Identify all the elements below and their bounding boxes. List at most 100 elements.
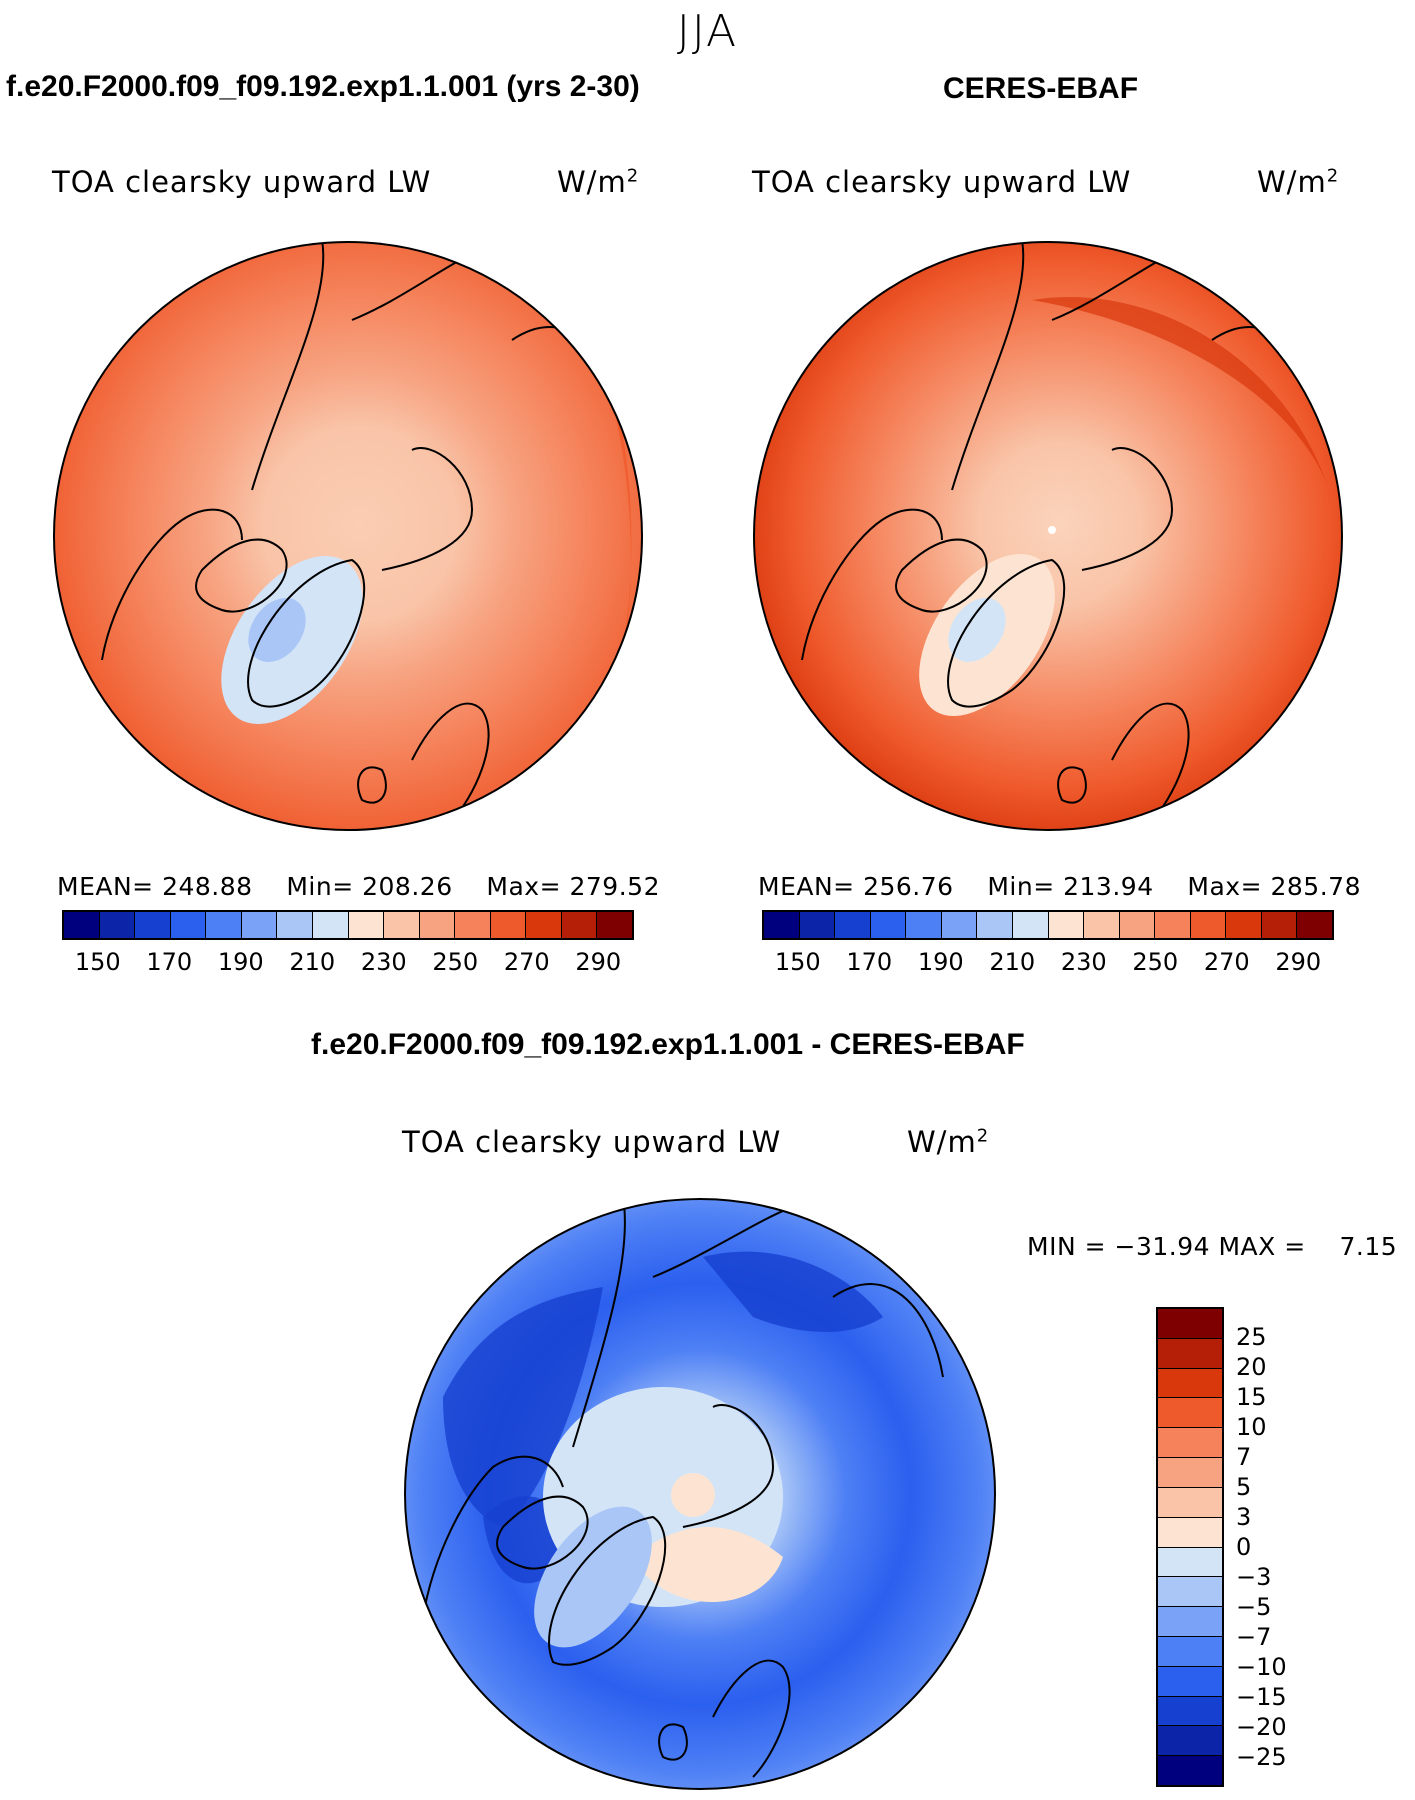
panel-2-map-disk — [754, 242, 1342, 830]
diff-min: −31.94 — [1114, 1232, 1211, 1261]
diff-colorbar-tick-label: 25 — [1236, 1323, 1267, 1351]
diff-max: 7.15 — [1339, 1232, 1398, 1261]
panel-1-title: f.e20.F2000.f09_f09.192.exp1.1.001 (yrs … — [6, 70, 640, 103]
diff-colorbar-tick-label: 0 — [1236, 1533, 1252, 1561]
panel-1-colorbar-ticks: 150 170 190 210 230 250 270 290 — [62, 948, 634, 978]
panel-1-max: 279.52 — [569, 872, 660, 901]
panel-1-colorbar-swatch — [135, 912, 171, 938]
panel-1-map-disk — [54, 242, 642, 830]
panel-1-colorbar-tick-label: 190 — [217, 948, 264, 976]
diff-colorbar-tick-label: 15 — [1236, 1383, 1267, 1411]
panel-2-mean: 256.76 — [863, 872, 954, 901]
panel-2-colorbar-swatch — [1119, 912, 1156, 938]
diff-colorbar-swatch — [1158, 1726, 1222, 1757]
panel-2-colorbar-swatch — [1261, 912, 1298, 938]
diff-colorbar-swatch — [1158, 1547, 1222, 1578]
panel-2-colorbar-tick-label: 150 — [774, 948, 821, 976]
diff-colorbar — [1156, 1307, 1224, 1787]
diff-colorbar-tick-label: 7 — [1236, 1443, 1252, 1471]
panel-1-colorbar-swatch — [64, 912, 100, 938]
panel-2-colorbar-tick-label: 230 — [1060, 948, 1107, 976]
panel-2-colorbar-swatch — [941, 912, 978, 938]
panel-2-colorbar-swatch — [764, 912, 800, 938]
diff-colorbar-tick-label: −15 — [1236, 1683, 1287, 1711]
diff-colorbar-swatch — [1158, 1517, 1222, 1548]
diff-min-max: MIN = −31.94 MAX = 7.15 — [1027, 1232, 1398, 1261]
panel-2-max: 285.78 — [1270, 872, 1361, 901]
panel-2-min: 213.94 — [1063, 872, 1154, 901]
panel-1-colorbar-swatch — [170, 912, 207, 938]
panel-2-colorbar-tick-label: 190 — [917, 948, 964, 976]
panel-2-colorbar-swatch — [835, 912, 871, 938]
panel-1-colorbar — [62, 910, 634, 940]
panel-1-colorbar-swatch — [99, 912, 136, 938]
diff-colorbar-tick-label: −7 — [1236, 1623, 1272, 1651]
panel-2-colorbar-swatch — [1226, 912, 1262, 938]
diff-coastlines — [422, 1199, 944, 1778]
panel-1-polar-map — [53, 241, 643, 831]
diff-colorbar-tick-label: −10 — [1236, 1653, 1287, 1681]
diff-colorbar-tick-label: 10 — [1236, 1413, 1267, 1441]
panel-2-colorbar-tick-label: 210 — [989, 948, 1036, 976]
diff-colorbar-tick-label: 5 — [1236, 1473, 1252, 1501]
panel-2-stats: MEAN= 256.76 Min= 213.94 Max= 285.78 — [758, 872, 1361, 901]
panel-1-colorbar-swatch — [277, 912, 313, 938]
diff-colorbar-ticks: 25 20 15 10 7 5 3 0 −3 −5 −7 −10 −15 −20 −25 — [1236, 1307, 1316, 1787]
panel-1-colorbar-swatch — [490, 912, 527, 938]
panel-1-colorbar-swatch — [419, 912, 456, 938]
diff-colorbar-swatch — [1158, 1666, 1222, 1697]
panel-1-coastlines — [101, 242, 623, 821]
diff-colorbar-swatch — [1158, 1487, 1222, 1518]
panel-1-colorbar-tick-label: 250 — [432, 948, 479, 976]
diff-colorbar-swatch — [1158, 1398, 1222, 1429]
panel-1-colorbar-tick-label: 150 — [74, 948, 121, 976]
diff-colorbar-swatch — [1158, 1696, 1222, 1727]
panel-2-colorbar-tick-label: 170 — [846, 948, 893, 976]
panel-1-min: 208.26 — [362, 872, 453, 901]
diff-colorbar-swatch — [1158, 1636, 1222, 1667]
diff-polar-map — [404, 1198, 996, 1790]
panel-2-colorbar-swatch — [1155, 912, 1191, 938]
diff-colorbar-tick-label: −3 — [1236, 1563, 1272, 1591]
panel-1-colorbar-swatch — [348, 912, 385, 938]
panel-1-colorbar-tick-label: 210 — [289, 948, 336, 976]
panel-2-colorbar-tick-label: 270 — [1203, 948, 1250, 976]
panel-2-colorbar-swatch — [1297, 912, 1332, 938]
diff-colorbar-tick-label: −25 — [1236, 1743, 1287, 1771]
diff-colorbar-swatch — [1158, 1368, 1222, 1399]
panel-1-colorbar-swatch — [597, 912, 632, 938]
panel-1-colorbar-swatch — [241, 912, 278, 938]
diff-map-border — [404, 1198, 996, 1790]
diff-colorbar-swatch — [1158, 1458, 1222, 1488]
diff-colorbar-swatch — [1158, 1756, 1222, 1785]
panel-2-map-border — [753, 241, 1343, 831]
panel-1-colorbar-swatch — [561, 912, 598, 938]
panel-2-colorbar-swatch — [906, 912, 942, 938]
diff-positive-region — [633, 1527, 783, 1602]
panel-2-colorbar-swatch — [799, 912, 836, 938]
panel-2-colorbar-tick-label: 250 — [1132, 948, 1179, 976]
panel-2-colorbar-swatch — [977, 912, 1013, 938]
diff-colorbar-tick-label: 3 — [1236, 1503, 1252, 1531]
diff-colorbar-tick-label: 20 — [1236, 1353, 1267, 1381]
panel-2-colorbar-swatch — [1012, 912, 1049, 938]
panel-1-colorbar-swatch — [206, 912, 242, 938]
panel-1-colorbar-swatch — [312, 912, 349, 938]
panel-2-colorbar — [762, 910, 1334, 940]
panel-2-polar-map — [753, 241, 1343, 831]
panel-2-colorbar-tick-label: 290 — [1275, 948, 1322, 976]
season-title: JJA — [676, 6, 739, 57]
diff-colorbar-swatch — [1158, 1309, 1222, 1339]
panel-1-mean: 248.88 — [162, 872, 253, 901]
diff-colorbar-swatch — [1158, 1338, 1222, 1369]
panel-1-stats: MEAN= 248.88 Min= 208.26 Max= 279.52 — [57, 872, 660, 901]
panel-2-colorbar-swatch — [1084, 912, 1120, 938]
panel-1-colorbar-tick-label: 230 — [360, 948, 407, 976]
panel-2-variable-label: TOA clearsky upward LW — [752, 165, 1132, 199]
panel-1-colorbar-swatch — [455, 912, 491, 938]
panel-2-colorbar-swatch — [870, 912, 907, 938]
diff-colorbar-swatch — [1158, 1577, 1222, 1608]
diff-panel-units: W/m2 — [907, 1125, 990, 1159]
panel-1-colorbar-swatch — [526, 912, 562, 938]
panel-2-units: W/m2 — [1257, 165, 1340, 199]
